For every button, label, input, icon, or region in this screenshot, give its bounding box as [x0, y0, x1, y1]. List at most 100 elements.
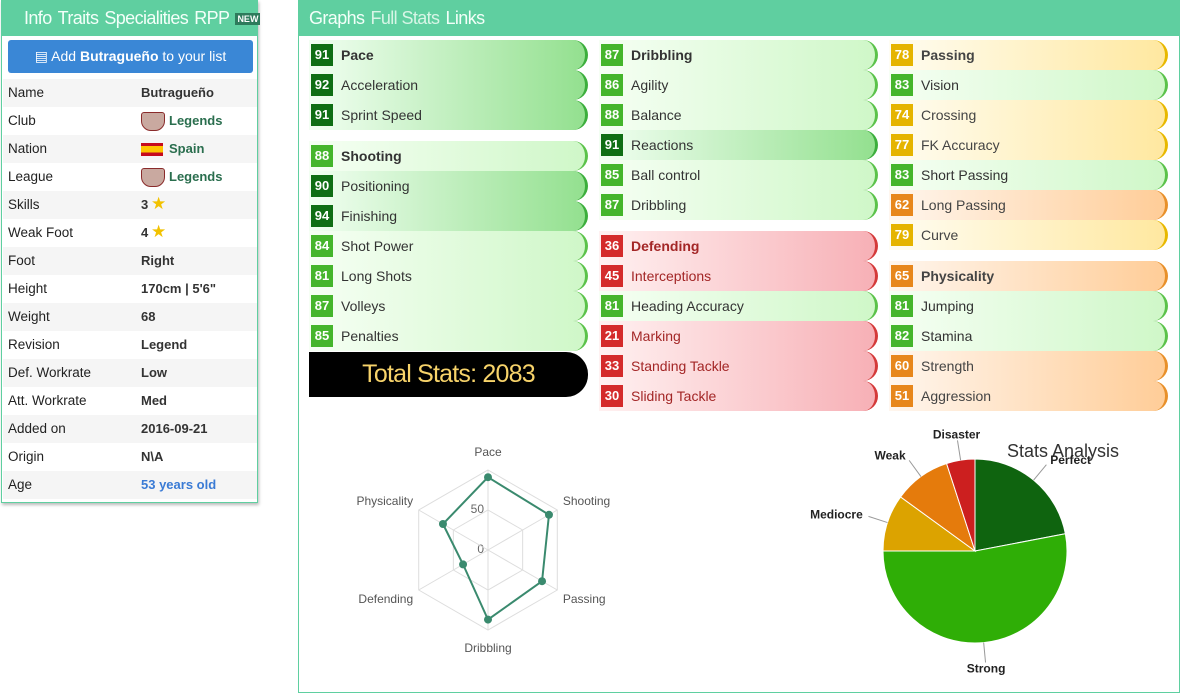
info-tabs: Info Traits Specialities RPP NEW — [2, 1, 261, 36]
tab[interactable]: Graphs — [309, 8, 365, 28]
group-row: 88 Shooting — [309, 141, 588, 171]
radar-point — [438, 520, 447, 528]
tab[interactable]: Specialities — [104, 8, 189, 28]
rating-tile: 81 — [601, 295, 623, 317]
info-label: Weak Foot — [8, 225, 74, 240]
tab[interactable]: Full Stats — [370, 8, 440, 28]
info-value: Legends — [169, 169, 223, 184]
radar-axis — [487, 549, 558, 591]
info-row: Foot Right — [3, 247, 257, 275]
group-row: 36 Defending — [599, 231, 878, 261]
stat-label: Finishing — [341, 208, 398, 224]
rating-tile: 91 — [311, 104, 333, 126]
rating-tile: 60 — [891, 355, 913, 377]
stat-label: Jumping — [921, 298, 974, 314]
rating-tile: 51 — [891, 385, 913, 407]
radar-tick-label: 50 — [471, 502, 485, 516]
tab[interactable]: Links — [445, 8, 485, 28]
stat-label: Reactions — [631, 137, 694, 153]
radar-axis-label: Pace — [474, 445, 502, 459]
stat-label: Ball control — [631, 167, 701, 183]
info-row: Nation Spain — [3, 135, 257, 163]
stat-row: 85 Ball control — [599, 160, 878, 190]
rating-tile: 92 — [311, 74, 333, 96]
rating-tile: 84 — [311, 235, 333, 257]
rating-tile: 90 — [311, 175, 333, 197]
pie-leader — [956, 440, 962, 461]
info-row: Def. Workrate Low — [3, 359, 257, 387]
rating-tile: 94 — [311, 205, 333, 227]
stat-label: Short Passing — [921, 167, 1009, 183]
rating-tile: 88 — [311, 145, 333, 167]
info-row: Skills 3 ★ — [3, 191, 257, 219]
info-value: 3 — [141, 197, 149, 212]
add-button[interactable]: ▤ Add Butragueño to your list — [8, 40, 253, 73]
info-value: 53 years old — [141, 477, 217, 492]
stat-label: Marking — [631, 328, 681, 344]
stat-row: 92 Acceleration — [309, 70, 588, 100]
info-row: Added on 2016-09-21 — [3, 415, 257, 443]
info-label: Def. Workrate — [8, 365, 92, 380]
stat-label: Interceptions — [631, 268, 712, 284]
pie-label: Disaster — [933, 427, 981, 441]
info-label: League — [8, 169, 54, 184]
stat-row: 88 Balance — [599, 100, 878, 130]
button-text: ▤ Add Butragueño to your list — [34, 48, 227, 64]
radar-point — [484, 473, 492, 482]
info-label: Age — [8, 477, 33, 492]
rating-tile: 83 — [891, 164, 913, 186]
rating-tile: 82 — [891, 325, 913, 347]
tab[interactable]: RPP — [194, 8, 230, 28]
info-row: Name Butragueño — [3, 79, 257, 107]
stat-label: Defending — [631, 238, 700, 254]
info-label: Skills — [8, 197, 40, 212]
group-row: 65 Physicality — [889, 261, 1168, 291]
rating-tile: 30 — [601, 385, 623, 407]
info-row: Height 170cm | 5'6" — [3, 275, 257, 303]
info-value: Right — [141, 253, 175, 268]
tab[interactable]: Info — [24, 8, 52, 28]
info-label: Name — [8, 85, 45, 100]
radar-line — [441, 475, 551, 622]
stat-row: 84 Shot Power — [309, 231, 588, 261]
rating-tile: 74 — [891, 104, 913, 126]
pie-leader — [1033, 464, 1047, 481]
rating-tile: 91 — [311, 44, 333, 66]
info-label: Height — [8, 281, 48, 296]
radar-axis-label: Shooting — [563, 494, 610, 508]
stat-label: Physicality — [921, 268, 995, 284]
pie-slice — [945, 458, 976, 552]
stats-tabs: Graphs Full Stats Links — [299, 1, 1179, 36]
stat-label: Standing Tackle — [631, 358, 730, 374]
stat-label: Dribbling — [631, 197, 687, 213]
stat-row: 87 Volleys — [309, 291, 588, 321]
rating-tile: 83 — [891, 74, 913, 96]
group-row: 78 Passing — [889, 40, 1168, 70]
stat-row: 51 Aggression — [889, 381, 1168, 411]
stat-label: Long Shots — [341, 268, 412, 284]
rating-tile: 62 — [891, 194, 913, 216]
rating-tile: 81 — [311, 265, 333, 287]
info-value: 4 — [141, 225, 149, 240]
pie-leader — [868, 515, 888, 524]
radar-axis-label: Passing — [563, 592, 606, 606]
stat-row: 94 Finishing — [309, 201, 588, 231]
stat-row: 81 Long Shots — [309, 261, 588, 291]
stat-row: 86 Agility — [599, 70, 878, 100]
stat-row: 87 Dribbling — [599, 190, 878, 220]
info-value: Spain — [169, 141, 205, 156]
radar-point — [459, 560, 468, 569]
rating-tile: 33 — [601, 355, 623, 377]
rating-tile: 21 — [601, 325, 623, 347]
tab[interactable]: Traits — [57, 8, 99, 28]
stat-label: Positioning — [341, 178, 410, 194]
star-icon: ★ — [151, 194, 167, 213]
info-label: Revision — [8, 337, 60, 352]
stat-row: 91 Sprint Speed — [309, 100, 588, 130]
rating-tile: 77 — [891, 134, 913, 156]
info-row: Weight 68 — [3, 303, 257, 331]
rating-tile: 87 — [601, 194, 623, 216]
info-label: Att. Workrate — [8, 393, 87, 408]
stat-label: Heading Accuracy — [631, 298, 744, 314]
info-value: N\A — [141, 449, 164, 464]
